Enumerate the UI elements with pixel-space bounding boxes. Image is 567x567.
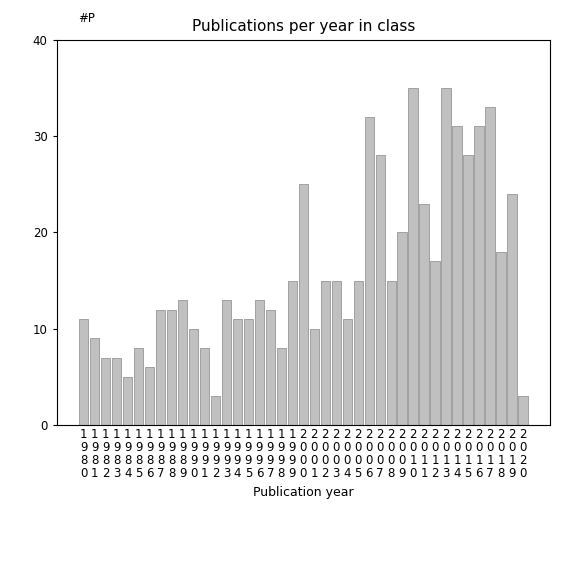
Bar xyxy=(255,300,264,425)
Bar xyxy=(342,319,352,425)
Bar xyxy=(200,348,209,425)
Bar xyxy=(320,281,330,425)
Bar xyxy=(244,319,253,425)
Bar xyxy=(178,300,187,425)
Bar xyxy=(112,358,121,425)
Bar xyxy=(452,126,462,425)
Bar xyxy=(211,396,220,425)
Bar xyxy=(189,329,198,425)
Title: Publications per year in class: Publications per year in class xyxy=(192,19,415,35)
Bar xyxy=(79,319,88,425)
Bar xyxy=(485,107,494,425)
Bar xyxy=(277,348,286,425)
Bar xyxy=(156,310,166,425)
Bar xyxy=(441,88,451,425)
Bar xyxy=(375,155,385,425)
Bar xyxy=(365,117,374,425)
Bar xyxy=(90,338,99,425)
Bar xyxy=(266,310,275,425)
Bar xyxy=(332,281,341,425)
Bar xyxy=(397,232,407,425)
Bar xyxy=(430,261,440,425)
Bar xyxy=(507,194,517,425)
Bar xyxy=(222,300,231,425)
Bar xyxy=(101,358,111,425)
Text: #P: #P xyxy=(78,12,95,25)
Bar xyxy=(299,184,308,425)
Bar xyxy=(475,126,484,425)
Bar xyxy=(233,319,242,425)
Bar xyxy=(496,252,506,425)
Bar xyxy=(354,281,363,425)
Bar xyxy=(167,310,176,425)
Bar xyxy=(310,329,319,425)
Bar xyxy=(134,348,143,425)
Bar xyxy=(387,281,396,425)
Bar xyxy=(408,88,418,425)
Bar xyxy=(287,281,297,425)
X-axis label: Publication year: Publication year xyxy=(253,485,354,498)
Bar xyxy=(463,155,473,425)
Bar xyxy=(420,204,429,425)
Bar xyxy=(123,377,132,425)
Bar xyxy=(145,367,154,425)
Bar xyxy=(518,396,527,425)
